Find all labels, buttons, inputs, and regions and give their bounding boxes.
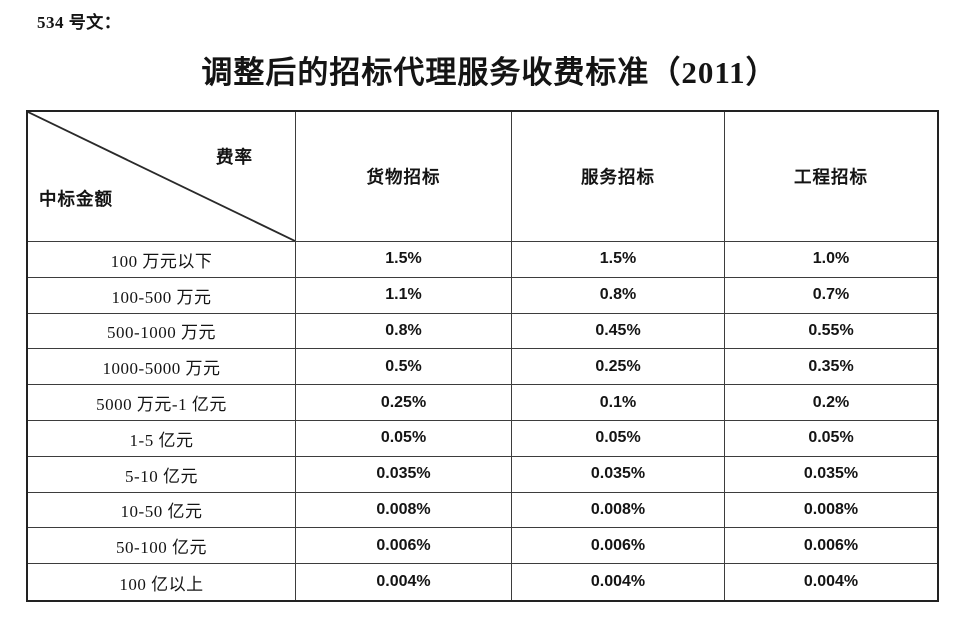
- fee-value: 0.006%: [512, 528, 725, 565]
- fee-value: 0.5%: [296, 349, 512, 386]
- fee-value: 0.05%: [512, 420, 725, 457]
- page-title: 调整后的招标代理服务收费标准（2011）: [201, 55, 778, 90]
- fee-value: 0.2%: [725, 385, 937, 421]
- fee-value: 0.006%: [296, 528, 512, 565]
- fee-value: 0.004%: [296, 564, 512, 600]
- corner-header-cell: 费率 中标金额: [28, 112, 296, 242]
- fee-value: 0.25%: [296, 385, 512, 421]
- fee-value: 0.1%: [512, 385, 725, 421]
- fee-value: 0.006%: [725, 528, 937, 565]
- row-label: 5-10 亿元: [28, 456, 296, 493]
- fee-value: 0.45%: [512, 313, 725, 350]
- fee-value: 0.25%: [512, 349, 725, 386]
- diagonal-divider-line: [28, 112, 295, 241]
- fee-rate-table: 费率 中标金额 货物招标 服务招标 工程招标 100 万元以下 1.5% 1.5…: [26, 110, 939, 602]
- row-label: 100 亿以上: [28, 564, 296, 600]
- fee-value: 1.5%: [296, 242, 512, 278]
- corner-label-rate: 费率: [216, 147, 253, 167]
- row-label: 1-5 亿元: [28, 420, 296, 457]
- row-label: 100 万元以下: [28, 242, 296, 278]
- fee-value: 1.1%: [296, 277, 512, 314]
- fee-value: 1.5%: [512, 242, 725, 278]
- fee-value: 0.55%: [725, 314, 937, 350]
- fee-value: 0.004%: [803, 573, 859, 591]
- row-label: 1000-5000 万元: [28, 349, 296, 386]
- fee-value: 0.035%: [725, 457, 937, 493]
- fee-value: 0.8%: [512, 277, 725, 314]
- row-label: 100-500 万元: [28, 277, 296, 314]
- col-header-service-tender: 服务招标: [512, 112, 725, 242]
- fee-value: 0.8%: [296, 313, 512, 350]
- row-label: 50-100 亿元: [28, 528, 296, 565]
- col-header-works-tender: 工程招标: [725, 112, 937, 242]
- fee-value: 0.035%: [296, 456, 512, 493]
- doc-ref-label: 534 号文：: [37, 13, 122, 32]
- fee-value: 0.05%: [725, 421, 937, 457]
- fee-value: 0.05%: [296, 420, 512, 457]
- fee-value: 0.008%: [725, 493, 937, 529]
- fee-value: 0.008%: [296, 492, 512, 529]
- fee-value: 0.35%: [725, 349, 937, 386]
- corner-label-amount: 中标金额: [39, 189, 113, 209]
- fee-value: 1.0%: [725, 242, 937, 278]
- fee-value: 0.008%: [512, 492, 725, 529]
- fee-value: 0.7%: [725, 278, 937, 314]
- fee-value: 0.004%: [512, 564, 725, 600]
- row-label: 10-50 亿元: [28, 492, 296, 529]
- fee-value: 0.035%: [512, 456, 725, 493]
- row-label: 500-1000 万元: [28, 313, 296, 350]
- col-header-goods-tender: 货物招标: [296, 112, 512, 242]
- row-label: 5000 万元-1 亿元: [28, 385, 296, 421]
